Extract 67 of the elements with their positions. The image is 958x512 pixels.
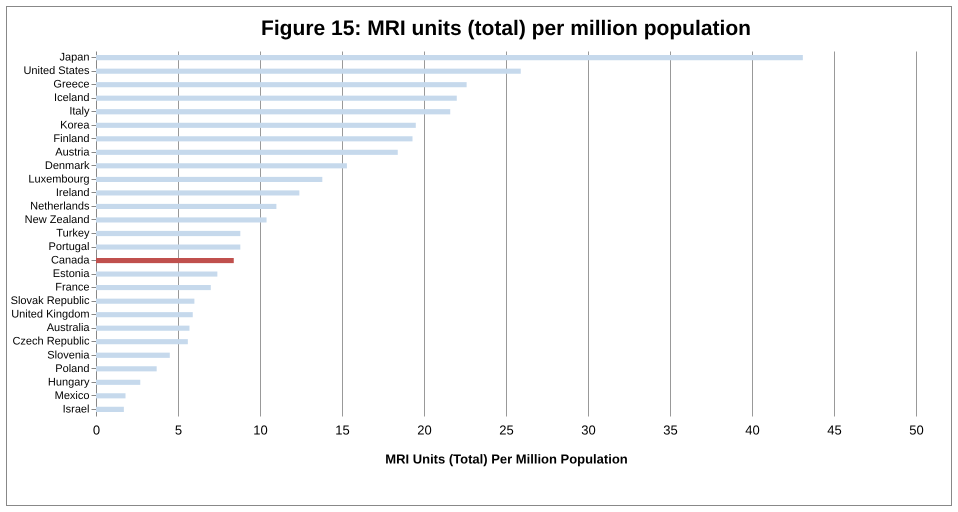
x-tick-label: 30 <box>581 422 596 438</box>
bar <box>96 244 240 250</box>
bar <box>96 136 413 142</box>
y-tick-label: Czech Republic <box>12 336 90 348</box>
bar <box>96 163 347 168</box>
y-tick-label: Estonia <box>52 268 90 280</box>
y-tick-label: Netherlands <box>30 200 90 212</box>
bar <box>96 352 170 358</box>
bar <box>96 393 126 398</box>
bar <box>96 326 190 331</box>
y-tick-label: Mexico <box>54 390 90 402</box>
x-tick-label: 15 <box>335 422 350 438</box>
bar <box>96 258 234 264</box>
bar <box>96 285 211 290</box>
bar <box>96 312 193 318</box>
y-tick-label: Israel <box>62 403 90 416</box>
bar <box>96 339 188 344</box>
x-tick-label: 25 <box>499 422 514 438</box>
x-tick-label: 45 <box>827 422 842 438</box>
y-tick-label: Luxembourg <box>28 173 90 186</box>
bar <box>96 150 398 155</box>
bar <box>96 96 457 101</box>
bar <box>96 68 521 74</box>
bar <box>96 230 240 236</box>
x-axis-title: MRI Units (Total) Per Million Population <box>385 452 628 466</box>
x-tick-label: 10 <box>253 422 268 438</box>
y-tick-label: Iceland <box>54 92 90 104</box>
x-tick-label: 0 <box>92 422 100 438</box>
bar <box>96 82 467 88</box>
y-tick-label: United Kingdom <box>11 308 90 321</box>
y-tick-label: Turkey <box>56 228 90 240</box>
x-tick-label: 50 <box>909 422 924 438</box>
chart-title: Figure 15: MRI units (total) per million population <box>261 17 751 40</box>
y-tick-label: Korea <box>60 119 90 132</box>
bar <box>96 406 124 412</box>
y-tick-label: Slovenia <box>47 349 90 362</box>
y-tick-label: Ireland <box>56 186 90 199</box>
y-tick-label: Canada <box>50 254 90 267</box>
x-tick-label: 5 <box>174 422 182 438</box>
y-tick-label: Poland <box>55 362 90 375</box>
y-tick-label: Greece <box>53 78 90 91</box>
bar <box>96 380 140 385</box>
bar <box>96 190 300 196</box>
bar <box>96 217 267 223</box>
y-tick-label: Slovak Republic <box>10 295 90 308</box>
bar <box>96 122 416 128</box>
y-tick-label: Finland <box>53 132 90 145</box>
y-tick-label: Australia <box>46 322 90 334</box>
y-tick-label: United States <box>23 65 90 78</box>
y-tick-label: Hungary <box>48 376 90 388</box>
bar <box>96 55 803 60</box>
bar <box>96 109 450 114</box>
x-tick-label: 20 <box>417 422 432 438</box>
bar <box>96 176 322 182</box>
x-tick-label: 40 <box>745 422 760 438</box>
y-tick-label: Austria <box>55 146 90 158</box>
bar <box>96 272 218 277</box>
y-tick-label: New Zealand <box>24 214 90 226</box>
x-tick-label: 35 <box>663 422 678 438</box>
bar <box>96 298 194 304</box>
y-tick-label: Japan <box>60 52 90 64</box>
y-tick-label: Italy <box>69 106 90 118</box>
bar <box>96 204 276 210</box>
y-tick-label: Portugal <box>48 241 90 254</box>
bar <box>96 366 157 372</box>
y-tick-label: France <box>55 282 90 294</box>
y-tick-label: Denmark <box>44 160 90 172</box>
